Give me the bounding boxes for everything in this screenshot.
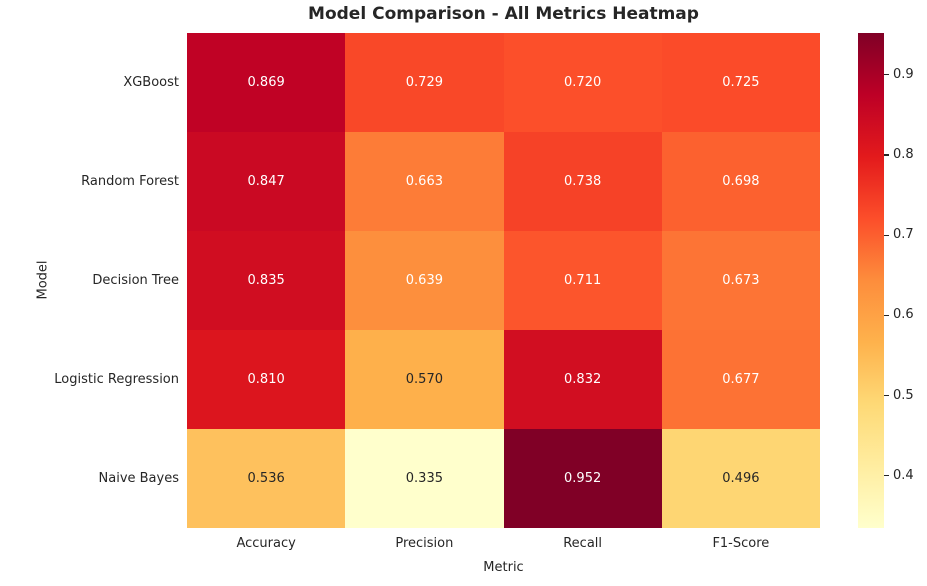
heatmap-cell-xgboost-f1-score: 0.725	[661, 33, 820, 132]
colorbar-tick-mark	[884, 475, 889, 477]
heatmap-cell-naive-bayes-accuracy: 0.536	[187, 429, 346, 528]
heatmap-cell-xgboost-precision: 0.729	[345, 33, 504, 132]
y-axis-ticks: XGBoost Random Forest Decision Tree Logisti…	[0, 33, 179, 528]
colorbar-tick-mark	[884, 395, 889, 397]
y-tick-xgboost: XGBoost	[123, 74, 179, 90]
heatmap-cell-xgboost-recall: 0.720	[503, 33, 662, 132]
colorbar-tick-label-0.7: 0.7	[893, 227, 914, 243]
heatmap-cell-decision-tree-accuracy: 0.835	[187, 231, 346, 330]
heatmap-cell-decision-tree-recall: 0.711	[503, 231, 662, 330]
heatmap-cell-logistic-regression-recall: 0.832	[503, 330, 662, 429]
colorbar-tick-label-0.6: 0.6	[893, 307, 914, 323]
heatmap-cell-logistic-regression-accuracy: 0.810	[187, 330, 346, 429]
heatmap-cell-decision-tree-f1-score: 0.673	[661, 231, 820, 330]
heatmap-cell-logistic-regression-f1-score: 0.677	[661, 330, 820, 429]
heatmap-cell-logistic-regression-precision: 0.570	[345, 330, 504, 429]
x-tick-recall: Recall	[563, 536, 603, 551]
colorbar-tick-label-0.4: 0.4	[893, 467, 914, 483]
heatmap-cell-random-forest-precision: 0.663	[345, 132, 504, 231]
x-axis-ticks: Accuracy Precision Recall F1-Score	[187, 535, 820, 553]
heatmap-cell-decision-tree-precision: 0.639	[345, 231, 504, 330]
y-tick-random-forest: Random Forest	[81, 173, 179, 189]
colorbar-tick-mark	[884, 314, 889, 316]
colorbar-tick-mark	[884, 154, 889, 156]
x-tick-accuracy: Accuracy	[236, 536, 296, 551]
colorbar-tick-label-0.5: 0.5	[893, 387, 914, 403]
x-tick-f1-score: F1-Score	[712, 536, 770, 551]
y-tick-naive-bayes: Naive Bayes	[98, 470, 179, 486]
colorbar-tick-mark	[884, 234, 889, 236]
colorbar-tick-label-0.9: 0.9	[893, 66, 914, 82]
y-tick-decision-tree: Decision Tree	[92, 272, 179, 288]
chart-title: Model Comparison - All Metrics Heatmap	[308, 4, 699, 24]
colorbar-tick-label-0.8: 0.8	[893, 146, 914, 162]
heatmap-cell-xgboost-accuracy: 0.869	[187, 33, 346, 132]
heatmap-cell-random-forest-f1-score: 0.698	[661, 132, 820, 231]
heatmap-cell-random-forest-recall: 0.738	[503, 132, 662, 231]
heatmap-cell-naive-bayes-f1-score: 0.496	[661, 429, 820, 528]
y-tick-logistic-regression: Logistic Regression	[54, 371, 179, 387]
x-axis-label: Metric	[483, 560, 524, 575]
heatmap-cell-random-forest-accuracy: 0.847	[187, 132, 346, 231]
heatmap-cell-naive-bayes-recall: 0.952	[503, 429, 662, 528]
colorbar-tick-mark	[884, 74, 889, 76]
heatmap: 0.869 0.729 0.720 0.725 0.847 0.663 0.738 0.698…	[187, 33, 820, 528]
colorbar	[858, 33, 884, 528]
heatmap-cell-naive-bayes-precision: 0.335	[345, 429, 504, 528]
x-tick-precision: Precision	[395, 536, 454, 551]
